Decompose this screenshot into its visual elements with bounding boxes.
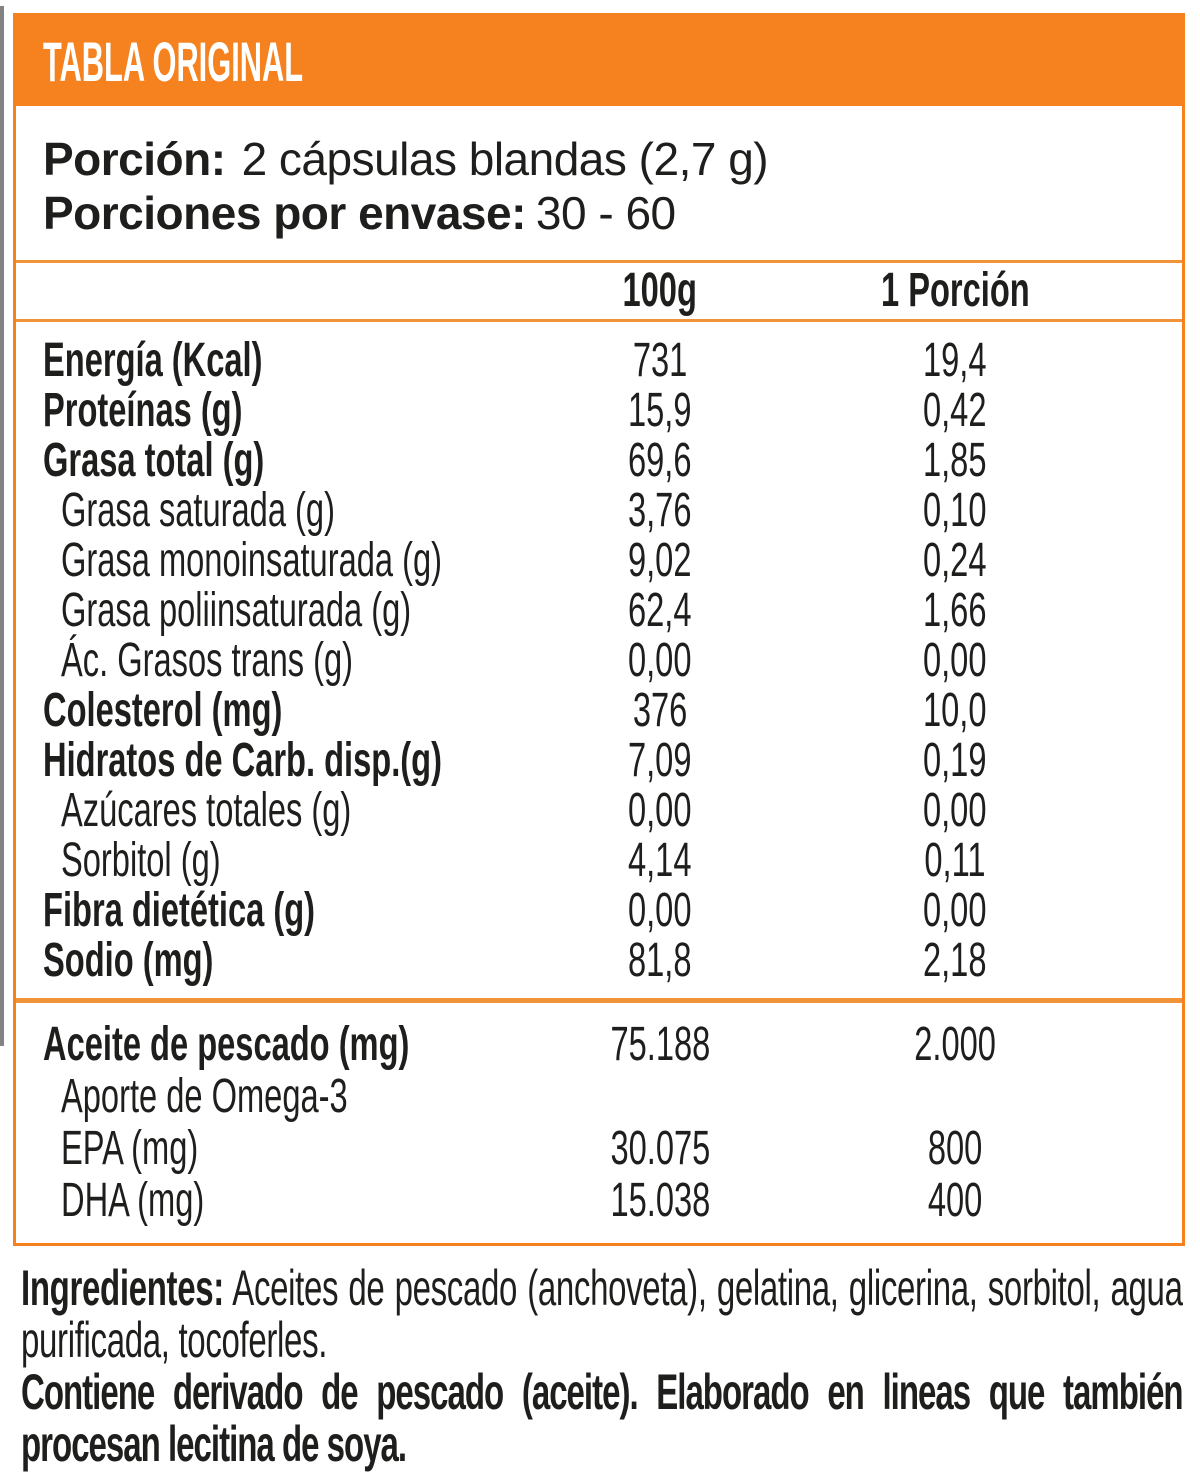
row-label: Hidratos de Carb. disp.(g) [43,734,442,787]
value-per-100g: 0,00 [628,784,692,837]
fish-oil-rows: Aceite de pescado (mg) 75.188 2.000 Apor… [16,998,1182,1243]
value-per-portion: 2.000 [914,1018,996,1071]
row-label: Aporte de Omega-3 [61,1070,348,1123]
value-per-100g: 62,4 [628,584,692,637]
value-per-portion: 1,66 [923,584,987,637]
table-row: Hidratos de Carb. disp.(g) 7,09 0,19 [16,736,1182,786]
value-per-portion: 0,00 [923,884,987,937]
value-per-portion: 0,10 [923,484,987,537]
table-row: Sorbitol (g) 4,14 0,11 [16,836,1182,886]
table-row: Fibra dietética (g) 0,00 0,00 [16,886,1182,936]
value-per-portion: 400 [927,1174,983,1227]
table-row: Sodio (mg) 81,8 2,18 [16,936,1182,986]
allergen-paragraph: Contiene derivado de pescado (aceite). E… [21,1364,1184,1472]
value-per-portion: 0,24 [923,534,987,587]
ingredients-paragraph: Ingredientes: Aceites de pescado (anchov… [21,1262,1183,1366]
column-header-portion: 1 Porción [880,264,1030,317]
value-per-portion: 10,0 [923,684,987,737]
serving-info: Porción: 2 cápsulas blandas (2,7 g) Porci… [16,106,1182,260]
portion-value: 2 cápsulas blandas (2,7 g) [241,133,769,185]
row-label: Colesterol (mg) [43,684,283,737]
table-row: Grasa monoinsaturada (g) 9,02 0,24 [16,536,1182,586]
value-per-portion: 2,18 [923,934,987,987]
nutrition-facts-table: TABLA ORIGINAL Porción: 2 cápsulas blanda… [13,13,1185,1246]
row-label: Grasa poliinsaturada (g) [61,584,412,637]
value-per-100g: 30.075 [610,1122,710,1175]
value-per-100g: 7,09 [628,734,692,787]
value-per-portion [780,1071,1105,1123]
portion-label: Porción: [43,133,226,185]
value-per-100g: 81,8 [628,934,692,987]
value-per-portion: 1,85 [923,434,987,487]
row-label: Grasa total (g) [43,434,265,487]
value-per-100g: 731 [632,334,688,387]
value-per-portion: 800 [927,1122,983,1175]
value-per-100g: 69,6 [628,434,692,487]
ingredients-text: Aceites de pescado (anchoveta), gelatina… [21,1260,1183,1368]
row-label: Fibra dietética (g) [43,884,316,937]
column-header-100g: 100g [622,264,698,317]
value-per-portion: 0,00 [923,784,987,837]
value-per-100g: 0,00 [628,634,692,687]
table-row: Aceite de pescado (mg) 75.188 2.000 [16,1019,1182,1071]
row-label: EPA (mg) [61,1122,199,1175]
value-per-100g: 15.038 [610,1174,710,1227]
table-row: Colesterol (mg) 376 10,0 [16,686,1182,736]
footnotes: Ingredientes: Aceites de pescado (anchov… [21,1262,1184,1472]
table-row: DHA (mg) 15.038 400 [16,1175,1182,1227]
servings-per-container-value: 30 - 60 [535,187,676,239]
table-row: EPA (mg) 30.075 800 [16,1123,1182,1175]
row-label: Aceite de pescado (mg) [43,1018,410,1071]
value-per-portion: 19,4 [923,334,987,387]
value-per-portion: 0,00 [923,634,987,687]
table-row: Azúcares totales (g) 0,00 0,00 [16,786,1182,836]
ingredients-label: Ingredientes: [21,1260,224,1316]
row-label: Energía (Kcal) [43,334,263,387]
portion-line: Porción: 2 cápsulas blandas (2,7 g) [43,132,1156,186]
row-label: Sodio (mg) [43,934,214,987]
row-label: Ác. Grasos trans (g) [61,634,354,687]
servings-per-container-label: Porciones por envase: [43,187,526,239]
column-header-row: 100g 1 Porción [16,260,1182,322]
value-per-portion: 0,19 [923,734,987,787]
value-per-100g: 75.188 [610,1018,710,1071]
table-row: Grasa total (g) 69,6 1,85 [16,436,1182,486]
table-row: Energía (Kcal) 731 19,4 [16,336,1182,386]
nutrient-rows: Energía (Kcal) 731 19,4 Proteínas (g) 15… [16,322,1182,998]
value-per-portion: 0,42 [923,384,987,437]
row-label: Azúcares totales (g) [61,784,352,837]
value-per-100g: 3,76 [628,484,692,537]
table-row: Proteínas (g) 15,9 0,42 [16,386,1182,436]
row-label: DHA (mg) [61,1174,205,1227]
value-per-100g: 0,00 [628,884,692,937]
row-label: Proteínas (g) [43,384,243,437]
servings-per-container-line: Porciones por envase: 30 - 60 [43,186,1156,240]
value-per-portion: 0,11 [924,834,986,887]
table-row: Aporte de Omega-3 [16,1071,1182,1123]
table-title: TABLA ORIGINAL [43,29,304,93]
value-per-100g: 4,14 [628,834,692,887]
row-label: Grasa saturada (g) [61,484,335,537]
value-per-100g: 9,02 [628,534,692,587]
row-label: Sorbitol (g) [61,834,221,887]
table-row: Grasa saturada (g) 3,76 0,10 [16,486,1182,536]
scan-edge-artifact [0,6,4,1046]
value-per-100g [540,1071,780,1123]
table-title-bar: TABLA ORIGINAL [16,16,1182,106]
row-label: Grasa monoinsaturada (g) [61,534,442,587]
value-per-100g: 376 [632,684,688,737]
table-row: Grasa poliinsaturada (g) 62,4 1,66 [16,586,1182,636]
value-per-100g: 15,9 [628,384,692,437]
table-row: Ác. Grasos trans (g) 0,00 0,00 [16,636,1182,686]
